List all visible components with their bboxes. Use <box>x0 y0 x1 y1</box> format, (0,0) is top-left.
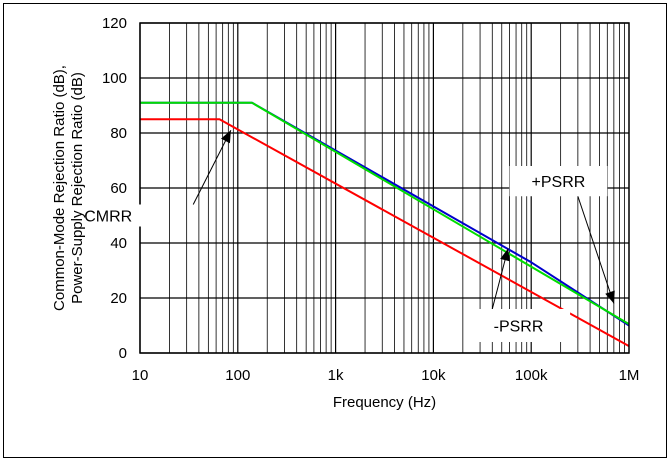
series-lines <box>140 101 630 347</box>
annotation-arrowhead-ppsrr <box>605 290 615 304</box>
y-tick-label: 20 <box>110 290 127 307</box>
y-tick-label: 120 <box>102 15 127 32</box>
annotation-box-cmrr <box>56 204 160 227</box>
x-tick-label: 10 <box>132 367 149 384</box>
series-line-psrr <box>140 101 630 327</box>
x-tick-label: 1M <box>619 367 640 384</box>
tick-labels: 10 100 1k 10k 100k 1M 0 20 40 60 80 100 120 <box>102 15 639 384</box>
series-line-psrr <box>140 101 630 325</box>
x-tick-label: 100k <box>515 367 548 384</box>
annotations: CMRR -PSRR +PSRR <box>56 130 615 342</box>
y-tick-label: 0 <box>119 345 127 362</box>
y-tick-label: 100 <box>102 70 127 87</box>
annotation-arrowhead-mpsrr <box>500 248 510 262</box>
x-tick-label: 10k <box>421 367 446 384</box>
y-tick-label: 60 <box>110 180 127 197</box>
annotation-arrow-cmrr <box>192 130 232 205</box>
x-tick-label: 1k <box>328 367 344 384</box>
annotation-arrowhead-cmrr <box>221 130 231 144</box>
y-axis-label-line-1: Common-Mode Rejection Ratio (dB), <box>51 65 68 311</box>
x-axis-label: Frequency (Hz) <box>333 394 436 411</box>
annotation-arrow-ppsrr <box>577 196 615 304</box>
series-line-cmrr <box>140 118 630 347</box>
annotation-box-mpsrr <box>466 309 571 342</box>
y-tick-label: 40 <box>110 235 127 252</box>
annotation-label-mpsrr: -PSRR <box>494 319 544 336</box>
chart-frame <box>3 3 667 458</box>
annotation-label-ppsrr: +PSRR <box>532 174 586 191</box>
annotation-label-cmrr: CMRR <box>84 209 132 226</box>
x-tick-label: 100 <box>225 367 250 384</box>
y-tick-label: 80 <box>110 125 127 142</box>
annotation-box-ppsrr <box>509 166 608 197</box>
plot-area-border <box>139 22 630 354</box>
y-axis-label-line-2: Power-Supply Rejection Ratio (dB) <box>69 72 86 304</box>
